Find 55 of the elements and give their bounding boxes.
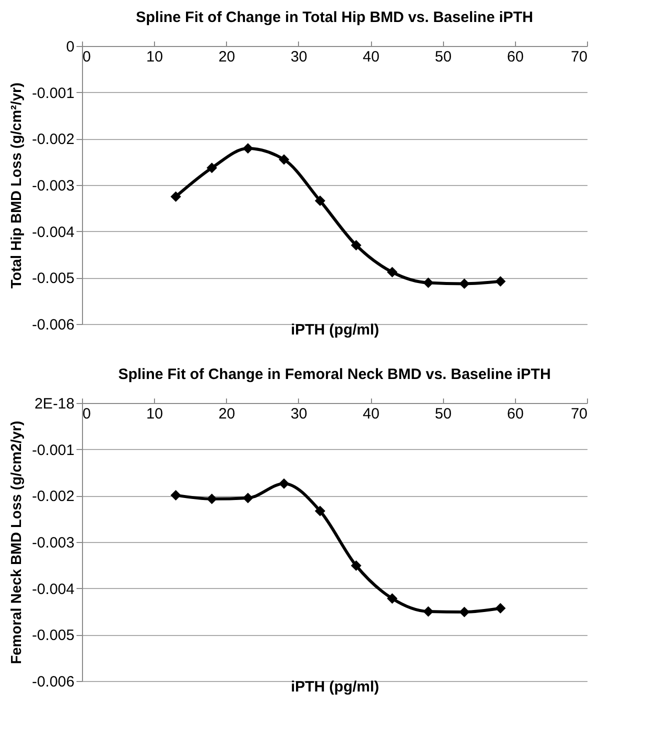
y-tick-label: -0.001 [32,84,74,102]
y-tick-label: -0.003 [32,534,74,552]
x-tick-label: 50 [434,406,452,422]
x-tick-label: 20 [218,48,236,66]
point [314,196,326,206]
x-tick-label: 50 [434,48,452,66]
point [423,278,434,288]
point [314,506,326,516]
x-tick-label: 30 [290,48,308,66]
x-tick-label: 60 [507,48,524,66]
y-tick-label: -0.002 [32,488,74,506]
point [350,560,362,571]
y-tick-label: -0.002 [32,131,74,148]
y-tick-label: -0.005 [32,627,74,644]
chart-title: Spline Fit of Change in Femoral Neck BMD vs. Baseline iPTH [118,366,551,383]
x-tick-label: 40 [362,48,380,66]
y-tick-label: -0.001 [32,442,74,459]
y-tick-label: -0.004 [32,580,74,598]
point [459,606,470,618]
x-tick-label: 0 [82,406,91,422]
y-axis-title: Total Hip BMD Loss (g/cm²/yr) [8,82,25,288]
y-tick-label: -0.003 [32,178,74,194]
x-tick-label: 10 [146,48,163,66]
point [350,240,362,250]
y-tick-label: -0.005 [32,270,74,288]
point [386,593,398,604]
y-axis-title: Femoral Neck BMD Loss (g/cm2/yr) [8,420,25,664]
point [495,276,506,287]
chart-title: Spline Fit of Change in Total Hip BMD vs. Baseline iPTH [136,9,534,26]
point [242,143,254,154]
x-tick-label: 0 [82,48,91,66]
y-tick-label: -0.004 [32,224,74,241]
x-axis-title: iPTH (pg/ml) [290,322,380,338]
y-tick-label: -0.006 [32,674,74,690]
x-tick-label: 60 [507,406,524,422]
x-axis-title: iPTH (pg/ml) [290,678,380,696]
point [170,191,182,202]
x-tick-label: 10 [146,406,163,422]
x-tick-label: 70 [570,48,588,66]
point [278,154,290,165]
x-tick-label: 30 [290,406,308,422]
point [170,490,182,500]
point [495,603,506,614]
point [206,162,218,174]
point [278,478,290,489]
point [206,494,218,504]
y-tick-label: -0.006 [32,316,74,334]
x-tick-label: 70 [570,406,588,422]
x-tick-label: 40 [362,406,380,422]
point [242,492,254,504]
point [386,266,398,278]
y-tick-label: 2E-18 [34,396,74,412]
point [459,278,470,289]
x-tick-label: 20 [218,406,236,422]
point [423,606,434,617]
